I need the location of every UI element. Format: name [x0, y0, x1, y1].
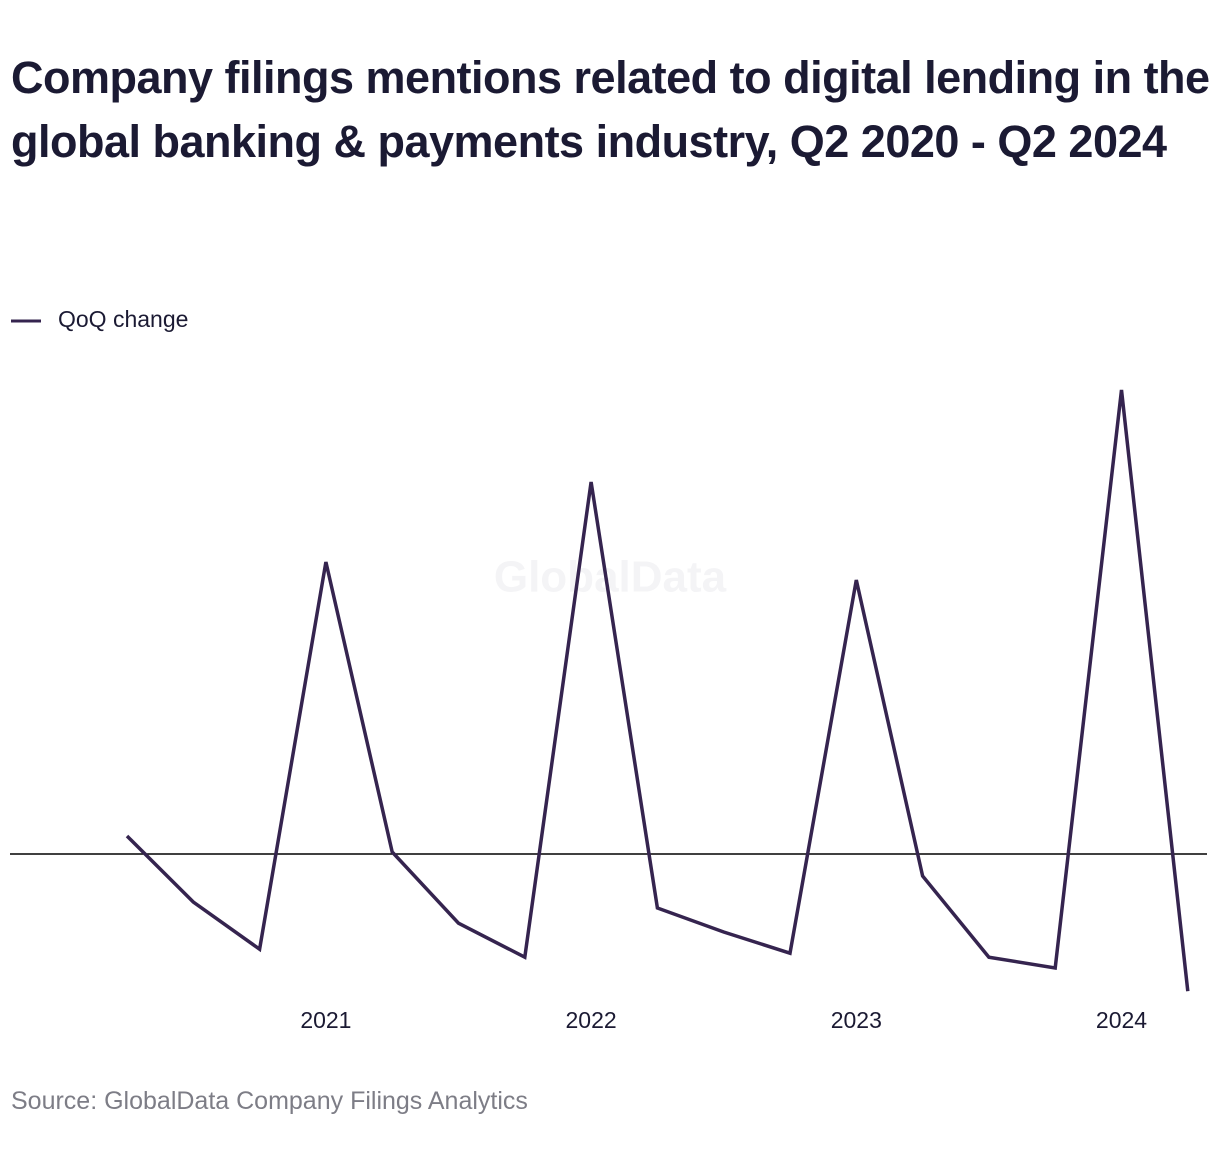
chart: GlobalData QoQ change 2021 2022 2023 2024 [10, 306, 1207, 1033]
x-tick-label: 2022 [566, 1007, 617, 1033]
watermark: GlobalData [494, 553, 727, 602]
legend-label: QoQ change [58, 306, 188, 332]
line [125, 389, 1190, 992]
chart-title: Company filings mentions related to digi… [11, 52, 1210, 167]
source: Source: GlobalData Company Filings Analy… [11, 1087, 528, 1115]
x-tick-label: 2024 [1096, 1007, 1147, 1033]
x-tick-label: 2021 [300, 1007, 351, 1033]
x-tick-label: 2023 [831, 1007, 882, 1033]
